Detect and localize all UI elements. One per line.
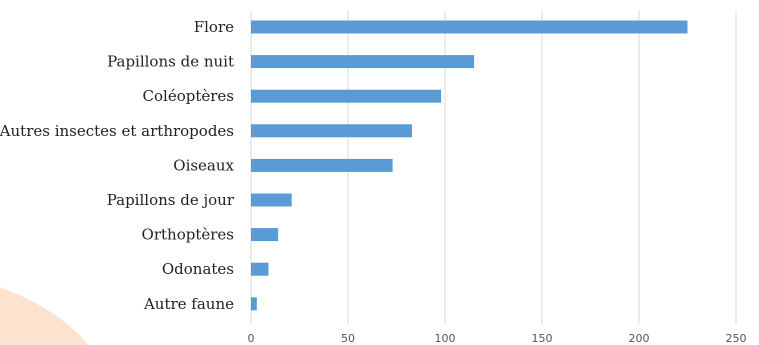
x-axis-tick-labels: 0 50 100 150 200 250 [248,332,747,345]
x-tick-label-0: 0 [248,332,255,345]
category-label-4: Oiseaux [173,156,234,174]
category-label-6: Orthoptères [142,226,234,244]
bar-0 [251,20,688,34]
bar-6 [251,228,279,242]
x-tick-label-4: 200 [629,332,650,345]
bar-7 [251,262,269,276]
category-label-8: Autre faune [143,295,234,313]
x-tick-label-1: 50 [341,332,355,345]
x-tick-label-5: 250 [726,332,747,345]
category-label-2: Coléoptères [143,87,234,105]
x-tick-label-3: 150 [532,332,553,345]
bar-8 [251,297,257,311]
bar-1 [251,55,475,69]
category-labels: Flore Papillons de nuit Coléoptères Autres … [0,18,235,313]
x-tick-label-2: 100 [435,332,456,345]
category-label-3: Autres insectes et arthropodes [0,122,234,140]
bar-5 [251,193,292,207]
bar-4 [251,158,393,172]
category-label-1: Papillons de nuit [107,53,234,71]
bar-2 [251,89,442,103]
category-label-0: Flore [194,18,234,36]
bar-3 [251,124,413,138]
bars [251,20,688,311]
category-label-5: Papillons de jour [107,191,235,209]
logo-watermark [0,287,88,345]
watermark-shape [0,287,88,345]
category-label-7: Odonates [162,260,234,278]
